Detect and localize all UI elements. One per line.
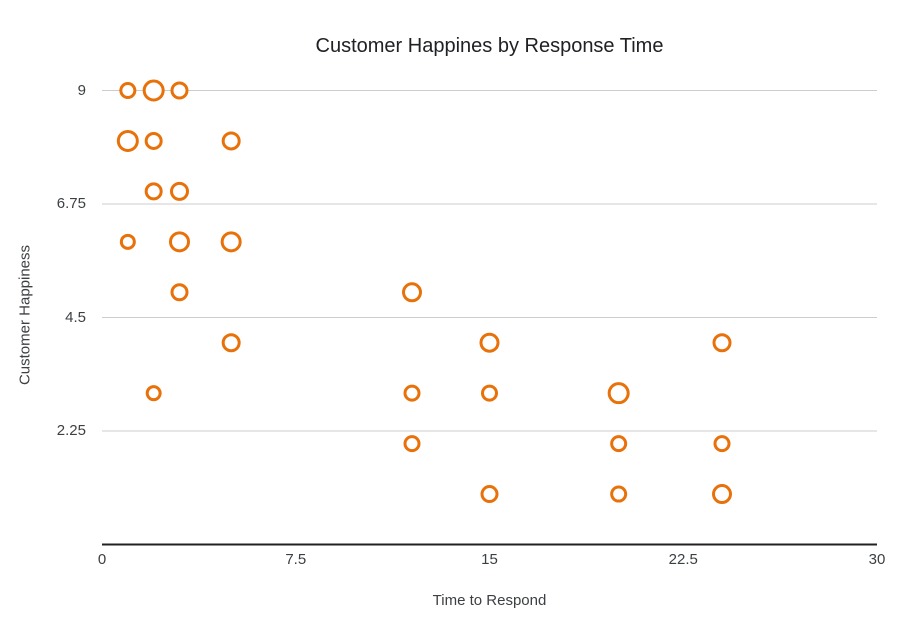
data-point — [144, 131, 163, 150]
data-point — [610, 485, 628, 503]
data-point — [712, 333, 732, 353]
data-point — [610, 435, 628, 453]
x-tick-label: 22.5 — [668, 551, 698, 568]
data-point — [480, 485, 499, 504]
data-point — [142, 79, 165, 102]
y-tick-label: 9 — [77, 81, 86, 99]
data-point — [713, 435, 731, 453]
data-point — [170, 283, 189, 302]
data-point — [479, 332, 500, 353]
data-point — [119, 82, 137, 99]
data-point — [607, 382, 630, 405]
data-point — [403, 384, 421, 402]
data-point — [144, 182, 163, 201]
y-tick-label: 6.75 — [56, 195, 86, 212]
x-tick-label: 30 — [868, 551, 886, 568]
data-point — [170, 181, 189, 201]
data-point — [481, 384, 498, 402]
data-point — [116, 129, 139, 152]
x-tick-label: 0 — [97, 551, 107, 568]
data-point — [145, 385, 162, 402]
data-point — [119, 233, 136, 250]
y-tick-label: 2.25 — [56, 422, 86, 439]
chart-title: Customer Happines by Response Time — [315, 35, 664, 57]
data-point — [169, 231, 190, 253]
data-point — [402, 282, 422, 303]
data-point — [170, 81, 189, 100]
x-axis-title: Time to Respond — [432, 592, 547, 609]
data-point — [221, 333, 241, 353]
y-tick-label: 4.5 — [65, 308, 86, 326]
data-point — [403, 435, 421, 453]
data-point — [221, 131, 241, 151]
x-tick-label: 15 — [481, 551, 498, 568]
data-point — [712, 484, 732, 505]
data-point — [220, 231, 242, 253]
x-tick-label: 7.5 — [285, 551, 307, 568]
